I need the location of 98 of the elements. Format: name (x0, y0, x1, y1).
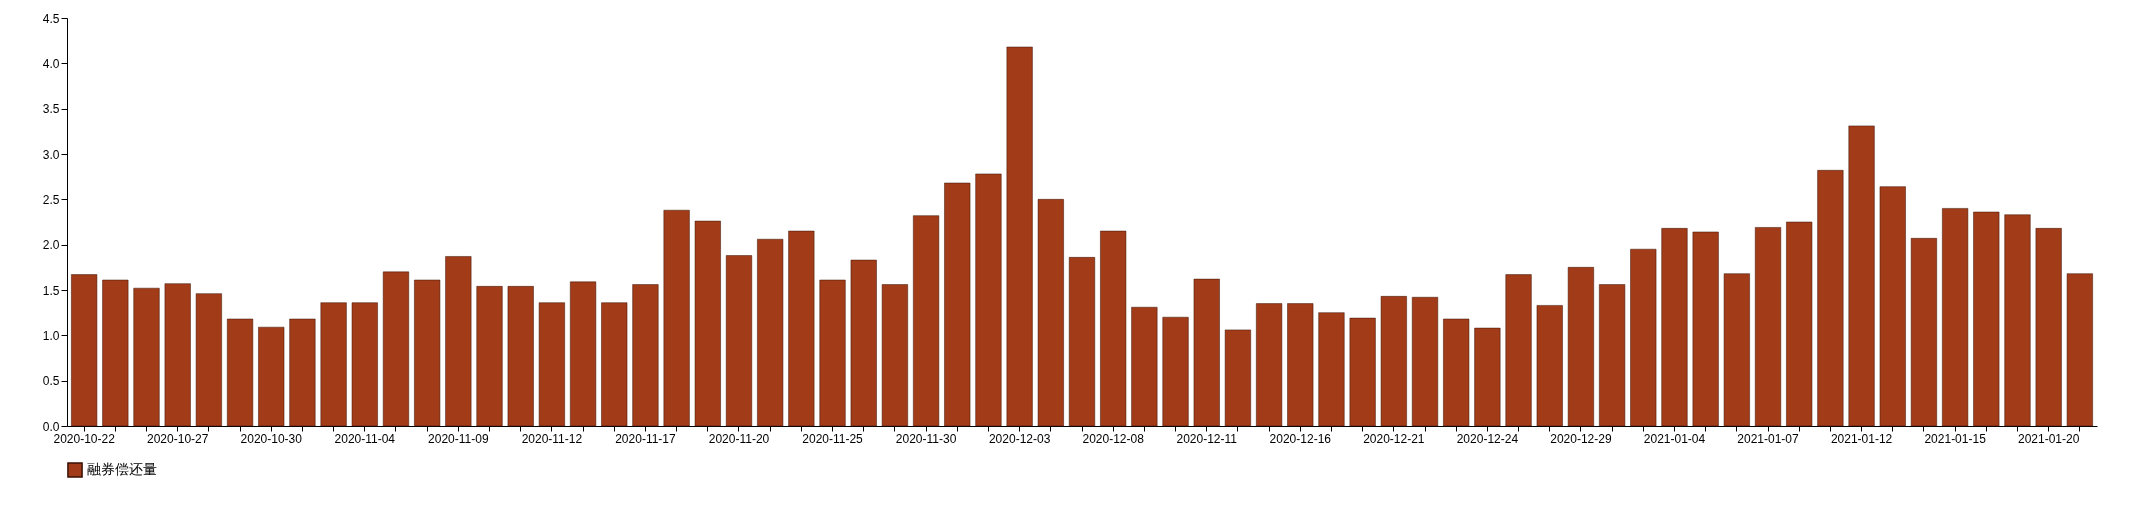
y-tick-label: 2.0 (42, 238, 60, 253)
bar (507, 286, 534, 427)
x-tick-label: 2020-10-22 (53, 431, 116, 446)
bar (944, 182, 971, 427)
bar (1599, 284, 1626, 427)
bar (1754, 227, 1782, 427)
bar (632, 284, 659, 427)
y-tick-label: 1.5 (42, 283, 60, 298)
bar (1100, 230, 1127, 427)
bar (819, 279, 846, 427)
bar (1411, 297, 1439, 427)
bar (1505, 274, 1532, 427)
bar (850, 259, 877, 427)
x-tick-label: 2020-10-27 (147, 431, 209, 446)
x-tick-label: 2020-10-30 (240, 431, 303, 446)
bar (1973, 211, 2000, 427)
bar (1443, 318, 1470, 427)
bar (1380, 296, 1407, 427)
y-tick-label: 3.0 (42, 147, 60, 162)
bar (133, 287, 160, 427)
bar (975, 173, 1002, 427)
bar (1567, 267, 1594, 427)
y-tick-label: 0.0 (42, 419, 60, 434)
bar (1068, 257, 1096, 427)
bar (1723, 273, 1750, 427)
bar (102, 279, 129, 427)
y-tick-label: 3.5 (42, 102, 60, 117)
bar (2004, 214, 2031, 427)
bar (2066, 273, 2093, 427)
bar (1848, 125, 1875, 427)
x-tick-label: 2020-11-04 (334, 431, 396, 446)
bar (788, 230, 815, 427)
bar (1037, 199, 1064, 427)
bar (320, 302, 347, 427)
x-tick-label: 2021-01-04 (1643, 431, 1706, 446)
bar (1817, 170, 1844, 427)
bar (1879, 186, 1906, 427)
x-tick-label: 2020-12-24 (1456, 431, 1519, 446)
bar (1536, 305, 1563, 427)
x-tick-label: 2021-01-07 (1737, 431, 1800, 446)
bar (1661, 228, 1688, 427)
x-tick-label: 2021-01-15 (1924, 431, 1987, 446)
x-tick-label: 2020-12-29 (1550, 431, 1612, 446)
y-tick-label: 0.5 (42, 374, 60, 389)
bar (881, 284, 908, 427)
x-tick-label: 2020-11-09 (428, 431, 489, 446)
x-tick-label: 2020-12-16 (1269, 431, 1332, 446)
bar (258, 326, 285, 427)
bar (570, 281, 597, 427)
bar (71, 274, 98, 427)
bar (382, 271, 410, 427)
bar (538, 302, 565, 427)
x-tick-label: 2021-01-20 (2017, 431, 2080, 446)
bar (289, 318, 316, 427)
bar (1162, 316, 1189, 427)
bar (476, 286, 503, 427)
bar (445, 256, 472, 427)
x-tick-label: 2020-11-30 (895, 431, 957, 446)
bar (1318, 312, 1345, 427)
bar (1006, 46, 1033, 427)
bar (414, 279, 441, 427)
bar (1193, 278, 1220, 427)
bar (1630, 248, 1657, 427)
legend-label: 融券偿还量 (87, 461, 157, 477)
bar (601, 302, 628, 427)
bar (757, 238, 784, 427)
bar (1287, 303, 1314, 427)
x-tick-label: 2020-12-03 (988, 431, 1051, 446)
bar (694, 220, 721, 427)
bar (725, 255, 753, 427)
bar (913, 215, 940, 427)
bar (1786, 221, 1813, 427)
y-tick-label: 4.0 (42, 56, 60, 71)
y-tick-label: 2.5 (42, 192, 60, 207)
x-tick-label: 2020-12-21 (1363, 431, 1425, 446)
x-tick-label: 2020-12-11 (1176, 431, 1238, 446)
bar (2035, 228, 2062, 427)
bar (1224, 329, 1251, 427)
bar (164, 283, 191, 427)
y-tick-label: 4.5 (42, 11, 60, 26)
bar (227, 318, 254, 427)
bar (195, 293, 222, 427)
x-tick-label: 2020-11-25 (802, 431, 864, 446)
bar (1256, 303, 1283, 427)
y-tick-label: 1.0 (42, 328, 60, 343)
bar (351, 302, 378, 427)
bar (1910, 238, 1937, 427)
x-tick-label: 2020-11-12 (521, 431, 583, 446)
x-tick-label: 2020-11-20 (708, 431, 770, 446)
x-tick-label: 2020-11-17 (615, 431, 677, 446)
bar (1349, 317, 1376, 427)
x-tick-label: 2021-01-12 (1830, 431, 1893, 446)
x-tick-label: 2020-12-08 (1082, 431, 1145, 446)
bar (1474, 327, 1501, 427)
bar (1692, 231, 1719, 427)
bar (663, 209, 690, 427)
bar (1131, 306, 1158, 427)
bar (1942, 208, 1969, 427)
